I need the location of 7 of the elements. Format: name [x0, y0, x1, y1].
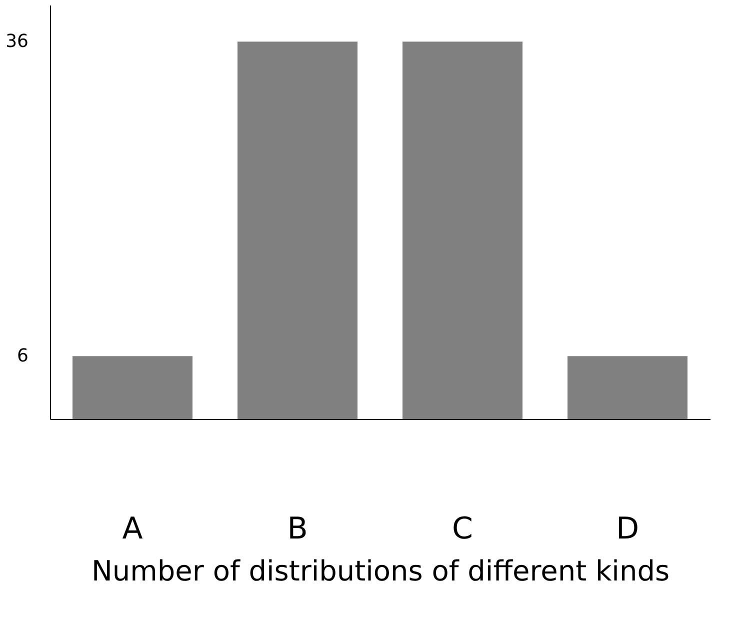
y-tick-label: 6: [17, 346, 28, 367]
x-tick-label: D: [616, 512, 640, 546]
x-axis-title: Number of distributions of different kinds: [91, 554, 670, 588]
y-tick-label: 36: [6, 31, 28, 52]
x-tick-label: B: [287, 512, 308, 546]
x-tick-label: A: [122, 512, 144, 546]
x-tick-label: C: [452, 512, 473, 546]
